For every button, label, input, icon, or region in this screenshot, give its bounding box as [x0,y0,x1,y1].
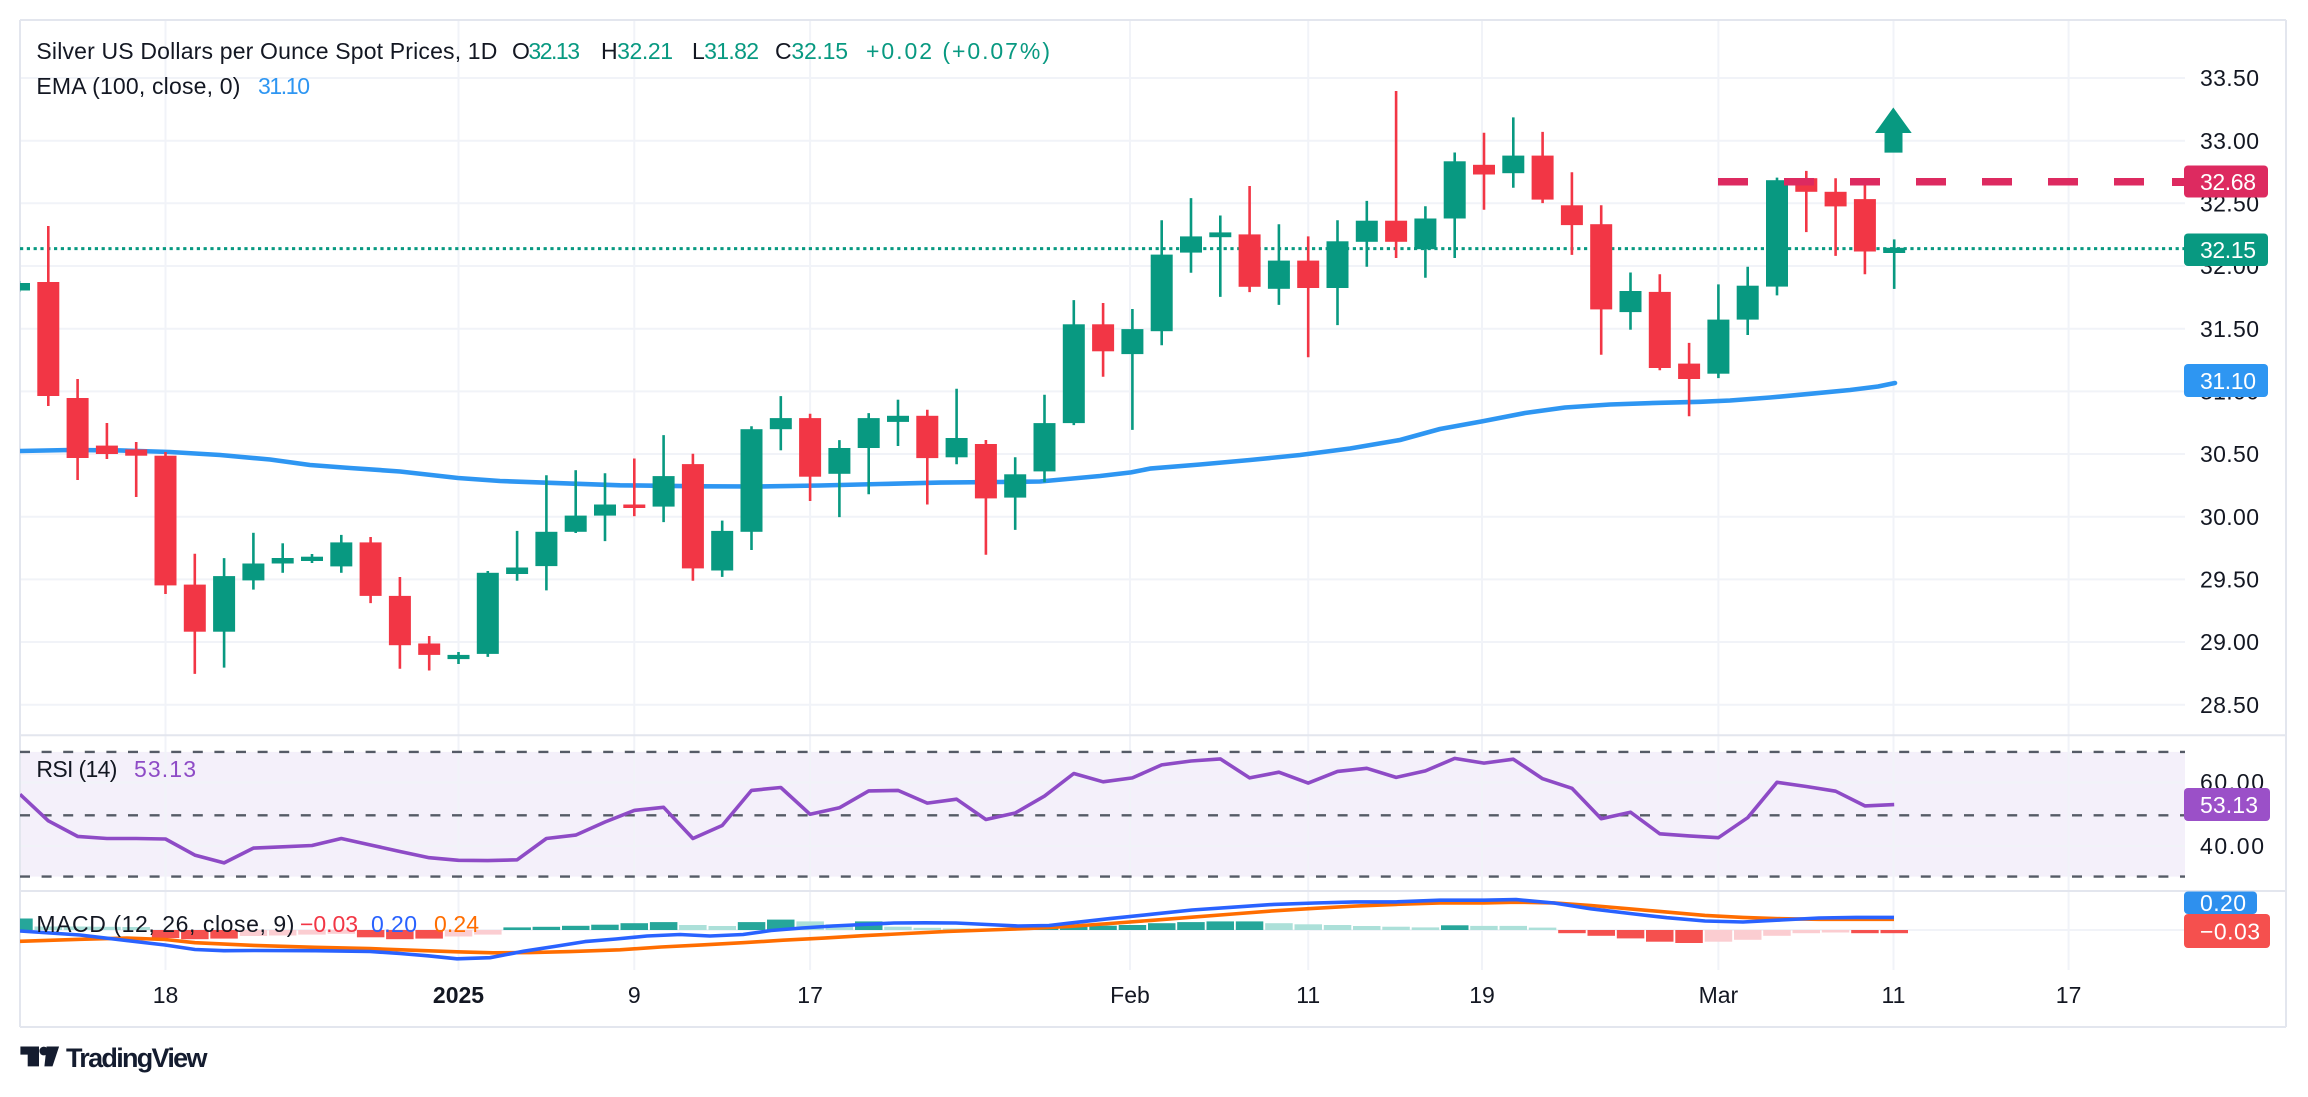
svg-text:L31.82: L31.82 [692,38,759,64]
svg-text:33.00: 33.00 [2200,128,2259,154]
svg-text:31.10: 31.10 [258,73,310,99]
svg-text:31.50: 31.50 [2200,316,2259,342]
svg-text:29.00: 29.00 [2200,629,2259,655]
svg-text:Mar: Mar [1699,982,1739,1008]
svg-text:EMA (100, close, 0): EMA (100, close, 0) [36,73,240,99]
svg-text:40.00: 40.00 [2200,833,2264,859]
svg-text:53.13: 53.13 [134,756,196,782]
svg-text:0.20: 0.20 [2200,890,2246,916]
svg-text:+0.02 (+0.07%): +0.02 (+0.07%) [866,38,1050,64]
svg-text:MACD (12, 26, close, 9): MACD (12, 26, close, 9) [36,911,294,937]
svg-text:2025: 2025 [433,982,484,1008]
svg-text:O32.13: O32.13 [512,38,580,64]
svg-text:11: 11 [1882,982,1906,1008]
svg-text:18: 18 [153,982,179,1008]
svg-text:30.50: 30.50 [2200,441,2259,467]
svg-text:RSI (14): RSI (14) [36,756,117,782]
svg-text:17: 17 [797,982,823,1008]
svg-text:32.15: 32.15 [2200,237,2256,263]
svg-text:0.20: 0.20 [371,911,417,937]
svg-text:Feb: Feb [1110,982,1150,1008]
svg-text:29.50: 29.50 [2200,567,2259,593]
svg-text:19: 19 [1469,982,1495,1008]
svg-text:30.00: 30.00 [2200,504,2259,530]
svg-text:33.50: 33.50 [2200,65,2259,91]
svg-text:9: 9 [628,982,641,1008]
svg-text:−0.03: −0.03 [2200,919,2260,945]
svg-text:TradingView: TradingView [66,1043,208,1073]
svg-text:32.68: 32.68 [2200,169,2256,195]
svg-text:28.50: 28.50 [2200,692,2259,718]
svg-text:Silver US Dollars per Ounce Sp: Silver US Dollars per Ounce Spot Prices,… [36,38,497,64]
svg-text:53.13: 53.13 [2200,792,2258,818]
svg-text:0.24: 0.24 [434,911,479,937]
svg-text:H32.21: H32.21 [601,38,673,64]
svg-text:11: 11 [1296,982,1320,1008]
svg-text:17: 17 [2056,982,2082,1008]
svg-text:31.10: 31.10 [2200,368,2256,394]
svg-text:C32.15: C32.15 [775,38,848,64]
svg-text:−0.03: −0.03 [300,911,358,937]
